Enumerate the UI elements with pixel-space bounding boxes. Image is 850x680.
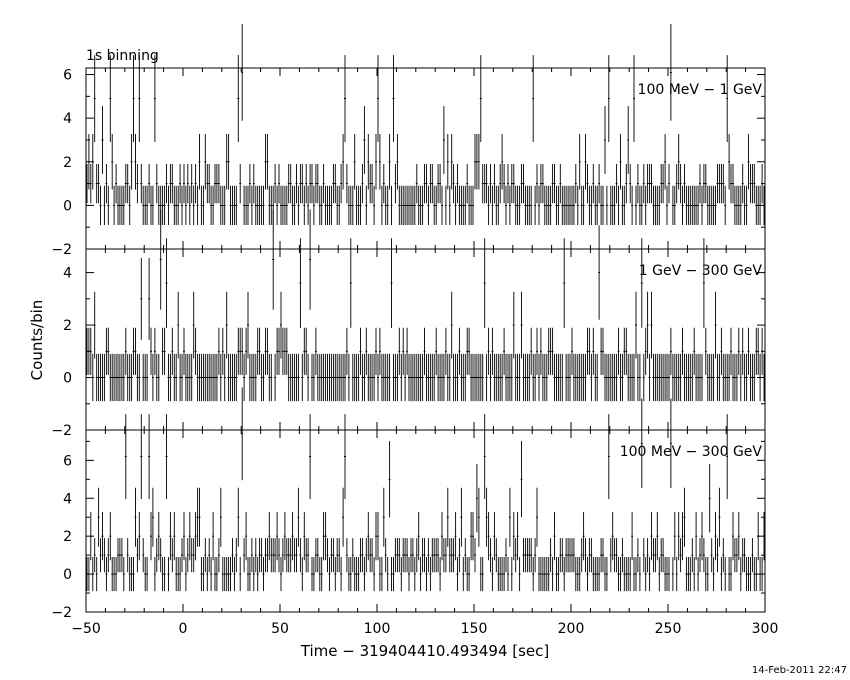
y-axis-title: Counts/bin (28, 300, 46, 381)
y-tick-label: −2 (51, 242, 72, 258)
y-tick-label: −2 (51, 423, 72, 439)
x-tick-label: 0 (179, 621, 188, 637)
x-axis-title: Time − 319404410.493494 [sec] (300, 642, 550, 660)
count-bars (86, 23, 765, 225)
y-tick-label: 6 (63, 453, 72, 469)
x-tick-label: 50 (271, 621, 289, 637)
x-tick-label: −50 (71, 621, 101, 637)
x-tick-label: 250 (655, 621, 682, 637)
y-tick-label: 6 (63, 68, 72, 84)
y-tick-label: 4 (63, 111, 72, 127)
series-label: 1 GeV − 300 GeV (639, 263, 763, 279)
y-tick-label: 2 (63, 318, 72, 334)
y-tick-label: 0 (63, 567, 72, 583)
panel-3: −2 0 2 4 6 100 MeV − 300 GeV (51, 387, 766, 621)
y-tick-label: 0 (63, 371, 72, 387)
x-tick-label: 300 (752, 621, 779, 637)
chart-panels: −2 0 2 4 6 100 MeV − 1 GeV −2 0 2 4 1 GeV − 300 Ge… (51, 23, 779, 637)
series-label: 100 MeV − 1 GeV (638, 82, 763, 98)
y-tick-label: 0 (63, 198, 72, 214)
y-tick-label: 2 (63, 155, 72, 171)
y-tick-label: 2 (63, 529, 72, 545)
count-bars (86, 387, 765, 592)
y-tick-label: 4 (63, 491, 72, 507)
panel-frame (85, 429, 766, 613)
panel-2: −2 0 2 4 1 GeV − 300 GeV (51, 209, 766, 439)
x-tick-label: 150 (461, 621, 488, 637)
y-tick-label: −2 (51, 605, 72, 621)
y-tick-label: 4 (63, 266, 72, 282)
series-2-counts (86, 209, 765, 402)
count-bars (86, 209, 765, 402)
series-1-counts (86, 23, 765, 225)
x-tick-label: 200 (558, 621, 585, 637)
binning-label: 1s binning (86, 48, 159, 64)
series-label: 100 MeV − 300 GeV (620, 444, 763, 460)
series-3-counts (86, 387, 765, 592)
footer-timestamp: 14-Feb-2011 22:47 (752, 665, 847, 676)
x-tick-label: 100 (364, 621, 391, 637)
